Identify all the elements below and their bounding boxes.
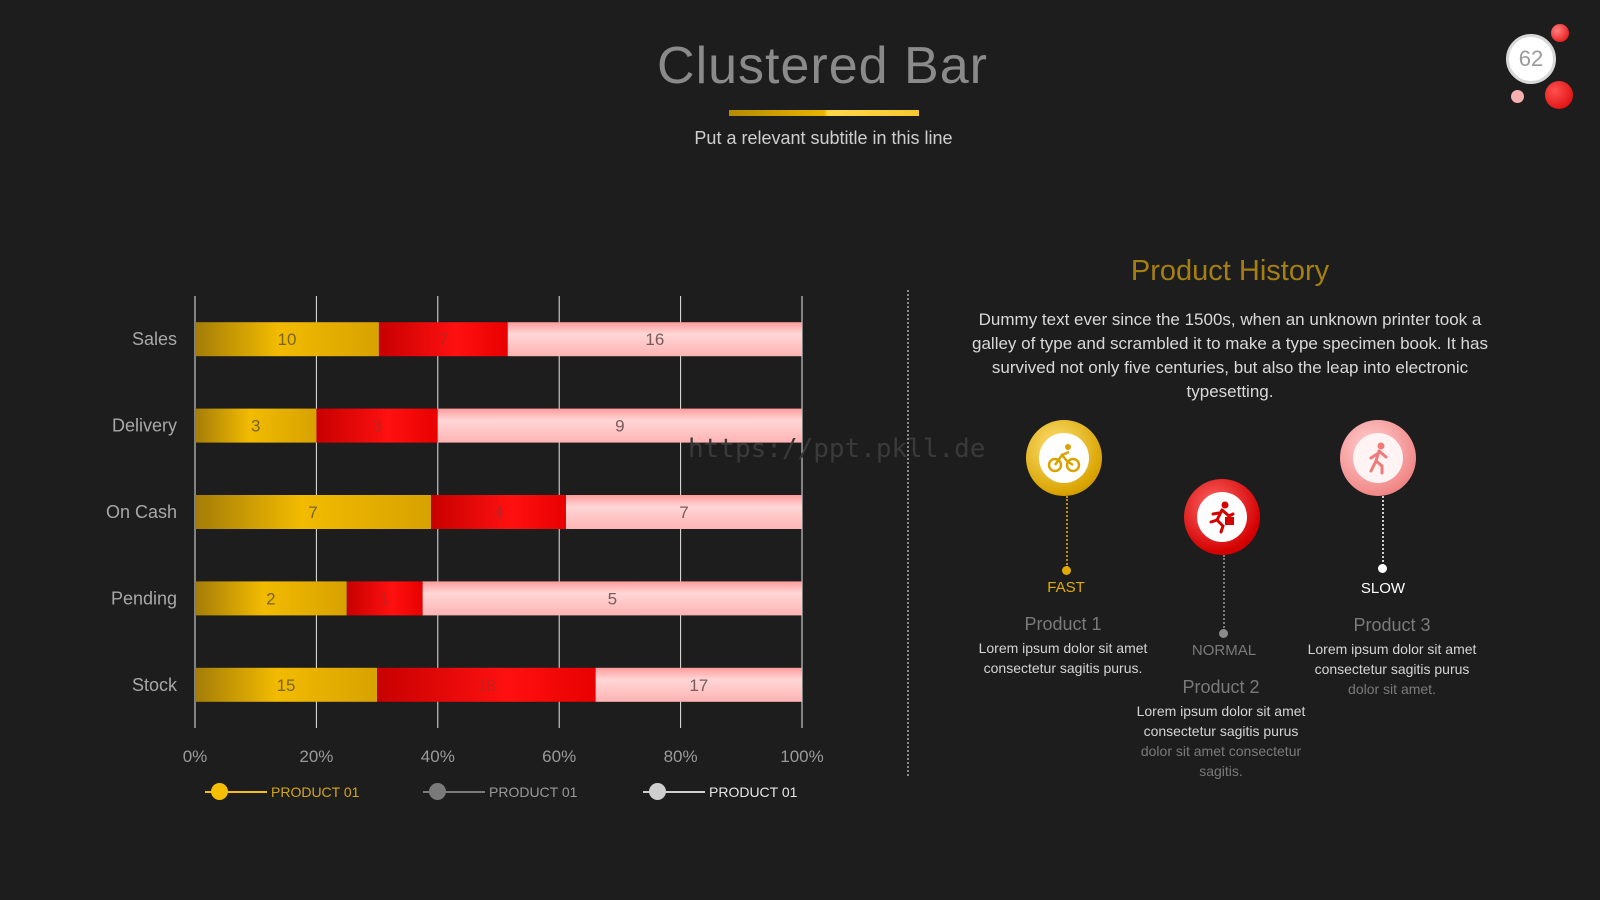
decor-dot: [1551, 24, 1569, 42]
legend-dot: [211, 783, 228, 800]
legend-label: PRODUCT 01: [489, 784, 578, 800]
product-2-badge: [1184, 479, 1260, 555]
product-3-desc: Lorem ipsum dolor sit amet consectetur s…: [1292, 639, 1492, 699]
category-label: Pending: [111, 588, 177, 608]
category-label: Stock: [132, 675, 178, 695]
product-3-name: Product 3: [1353, 615, 1431, 635]
history-title: Product History: [1130, 255, 1330, 287]
bar-segment: [507, 322, 802, 357]
clustered-bar-chart: 0% 20% 40% 60% 80% 100% Sales 10 7 16 Delivery 3 3 9 O…: [106, 296, 824, 766]
category-label: On Cash: [106, 502, 177, 522]
data-label: 2: [266, 589, 275, 608]
data-label: 3: [251, 417, 260, 436]
bar-segment: [431, 495, 566, 529]
data-label: 9: [615, 417, 624, 436]
decor-dot: [1511, 90, 1524, 103]
decor-dot: [1545, 81, 1573, 109]
x-tick-label: 100%: [780, 747, 823, 766]
page-subtitle: Put a relevant subtitle in this line: [694, 128, 953, 148]
product-3-stem: [1382, 496, 1384, 566]
legend-line: [423, 791, 485, 793]
product-2-stem-dot: [1219, 629, 1228, 638]
category-label: Sales: [132, 329, 177, 349]
bar-segment: [565, 495, 802, 529]
product-3-desc-extra: dolor sit amet.: [1348, 681, 1436, 697]
cyclist-icon: [1047, 444, 1081, 473]
bar-segment: [195, 408, 317, 443]
bar-segment: [377, 667, 596, 702]
product-2-name: Product 2: [1182, 677, 1260, 697]
x-tick-label: 20%: [299, 747, 333, 766]
product-3-stem-dot: [1378, 564, 1387, 573]
x-tick-label: 0%: [183, 747, 208, 766]
data-label: 10: [278, 330, 297, 349]
x-tick-label: 60%: [542, 747, 576, 766]
history-text: Dummy text ever since the 1500s, when an…: [972, 310, 1488, 401]
legend-line: [205, 791, 267, 793]
data-label: 4: [494, 503, 503, 522]
data-label: 17: [689, 676, 708, 695]
product-1-stem: [1066, 496, 1068, 568]
walker-icon: [1369, 442, 1388, 475]
page-title: Clustered Bar: [657, 37, 988, 95]
product-1-desc-main: Lorem ipsum dolor sit amet consectetur s…: [978, 640, 1148, 676]
product-3-speed: SLOW: [1360, 580, 1406, 597]
data-label: 7: [679, 503, 688, 522]
data-label: 7: [308, 503, 317, 522]
title-underline: [729, 110, 919, 116]
bar-segment: [195, 581, 347, 616]
data-label: 1: [380, 589, 389, 608]
data-label: 15: [277, 676, 296, 695]
bar-segment: [195, 495, 432, 529]
watermark: https://ppt.pkll.de: [688, 434, 986, 464]
legend-item-1: PRODUCT 01: [205, 782, 375, 802]
bar-segment: [195, 322, 379, 357]
category-label: Delivery: [112, 416, 177, 436]
product-1-name: Product 1: [1024, 614, 1102, 634]
bar-segment: [595, 667, 802, 702]
product-2-desc-extra: dolor sit amet consectetur sagitis.: [1140, 743, 1302, 779]
runner-icon: [1209, 501, 1235, 534]
product-2-speed: NORMAL: [1191, 642, 1257, 659]
data-label: 16: [645, 330, 664, 349]
bar-segment: [378, 322, 508, 357]
page-number-badge: 62: [1506, 34, 1556, 84]
product-3-desc-main: Lorem ipsum dolor sit amet consectetur s…: [1307, 641, 1477, 677]
data-label: 18: [477, 676, 496, 695]
product-2-desc-main: Lorem ipsum dolor sit amet consectetur s…: [1136, 703, 1306, 739]
legend-dot: [649, 783, 666, 800]
legend-label: PRODUCT 01: [271, 784, 360, 800]
x-tick-label: 80%: [664, 747, 698, 766]
x-tick-label: 40%: [421, 747, 455, 766]
product-1-stem-dot: [1062, 566, 1071, 575]
section-divider: [907, 290, 909, 776]
data-label: 3: [372, 417, 381, 436]
product-2-desc: Lorem ipsum dolor sit amet consectetur s…: [1121, 701, 1321, 781]
product-1-desc: Lorem ipsum dolor sit amet consectetur s…: [963, 638, 1163, 678]
bar-segment: [437, 408, 802, 443]
legend-item-3: PRODUCT 01: [643, 782, 813, 802]
bar-segment: [346, 581, 423, 616]
product-2-stem: [1223, 555, 1225, 631]
data-label: 7: [439, 330, 448, 349]
product-1-speed: FAST: [1047, 579, 1085, 596]
legend-dot: [429, 783, 446, 800]
legend-label: PRODUCT 01: [709, 784, 798, 800]
bar-segment: [422, 581, 802, 616]
legend-line: [643, 791, 705, 793]
legend-item-2: PRODUCT 01: [423, 782, 593, 802]
data-label: 5: [608, 589, 617, 608]
bar-segment: [195, 667, 378, 702]
bar-segment: [316, 408, 438, 443]
product-1-badge: [1026, 420, 1102, 496]
product-3-badge: [1340, 420, 1416, 496]
